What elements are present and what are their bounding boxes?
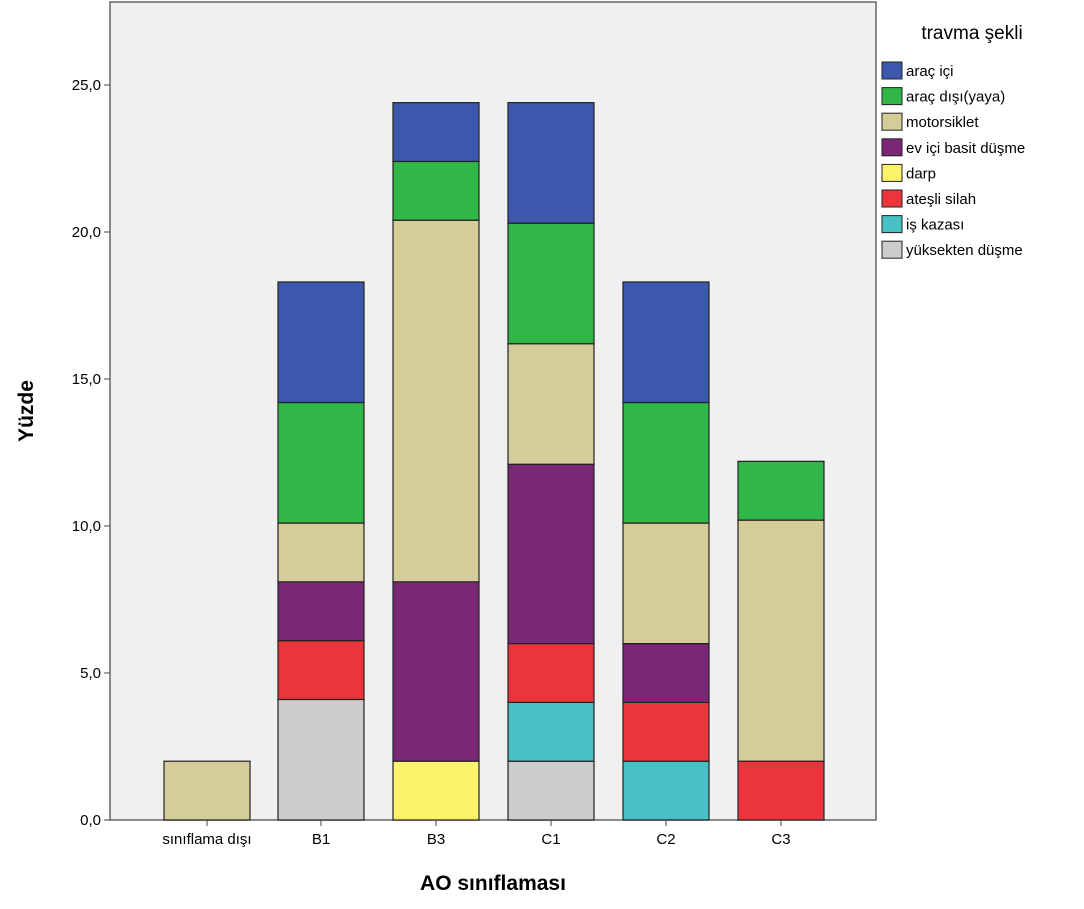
bar-segment: [507, 760, 595, 821]
bar-segment: [277, 698, 365, 821]
bar-segment: [622, 701, 710, 762]
y-tick-label: 20,0: [72, 224, 101, 241]
legend-swatch: [881, 138, 903, 157]
legend-swatch: [881, 163, 903, 182]
legend-swatch: [881, 189, 903, 208]
legend-label: motorsiklet: [906, 114, 979, 131]
bar-segment: [392, 760, 480, 821]
y-axis: 0,0 5,0 10,0 15,0 20,0 25,0: [72, 77, 110, 829]
bar-segment: [507, 343, 595, 465]
legend-label: darp: [906, 165, 936, 182]
x-tick-label: B3: [427, 831, 445, 848]
bar-segment: [392, 219, 480, 583]
y-tick-label: 0,0: [80, 812, 101, 829]
legend-title: travma şekli: [921, 23, 1022, 44]
bar-segment: [507, 642, 595, 703]
bar-segment: [277, 281, 365, 404]
legend-swatch: [881, 112, 903, 131]
legend: travma şekli araç içi araç dışı(yaya) moto…: [881, 23, 1025, 259]
bars-group: [163, 102, 825, 821]
bar-segment: [622, 401, 710, 524]
legend-swatch: [881, 215, 903, 234]
legend-swatch: [881, 240, 903, 259]
bar-segment: [507, 102, 595, 224]
bar-segment: [622, 281, 710, 404]
bar-segment: [277, 581, 365, 642]
bar-segment: [392, 581, 480, 762]
y-tick-label: 10,0: [72, 518, 101, 535]
bar-segment: [277, 522, 365, 583]
bar-segment: [737, 760, 825, 821]
bar-segment: [392, 102, 480, 163]
bar-segment: [277, 640, 365, 701]
y-tick-label: 5,0: [80, 665, 101, 682]
bar-segment: [622, 522, 710, 645]
y-axis-title: Yüzde: [15, 380, 38, 442]
y-tick-label: 25,0: [72, 77, 101, 94]
bar-segment: [622, 760, 710, 821]
bar-segment: [392, 160, 480, 221]
bar-segment: [507, 222, 595, 345]
x-tick-label: C2: [656, 831, 675, 848]
bar-segment: [507, 463, 595, 645]
legend-label: araç dışı(yaya): [906, 89, 1005, 106]
x-axis-title: AO sınıflaması: [420, 872, 566, 895]
bar-segment: [507, 701, 595, 762]
x-tick-label: sınıflama dışı: [162, 831, 251, 848]
x-axis: sınıflama dışı B1 B3 C1 C2 C3: [162, 820, 791, 848]
legend-label: ev içi basit düşme: [906, 140, 1025, 157]
bar-segment: [737, 460, 825, 521]
x-tick-label: C3: [771, 831, 790, 848]
y-tick-label: 15,0: [72, 371, 101, 388]
x-tick-label: C1: [541, 831, 560, 848]
bar-segment: [622, 642, 710, 703]
bar-segment: [277, 401, 365, 524]
legend-label: iş kazası: [906, 217, 964, 234]
legend-label: ateşli silah: [906, 191, 976, 208]
legend-swatch: [881, 61, 903, 80]
bar-segment: [737, 519, 825, 762]
bar-segment: [163, 760, 251, 821]
legend-swatch: [881, 87, 903, 106]
legend-label: yüksekten düşme: [906, 242, 1023, 259]
legend-label: araç içi: [906, 63, 954, 80]
x-tick-label: B1: [312, 831, 330, 848]
